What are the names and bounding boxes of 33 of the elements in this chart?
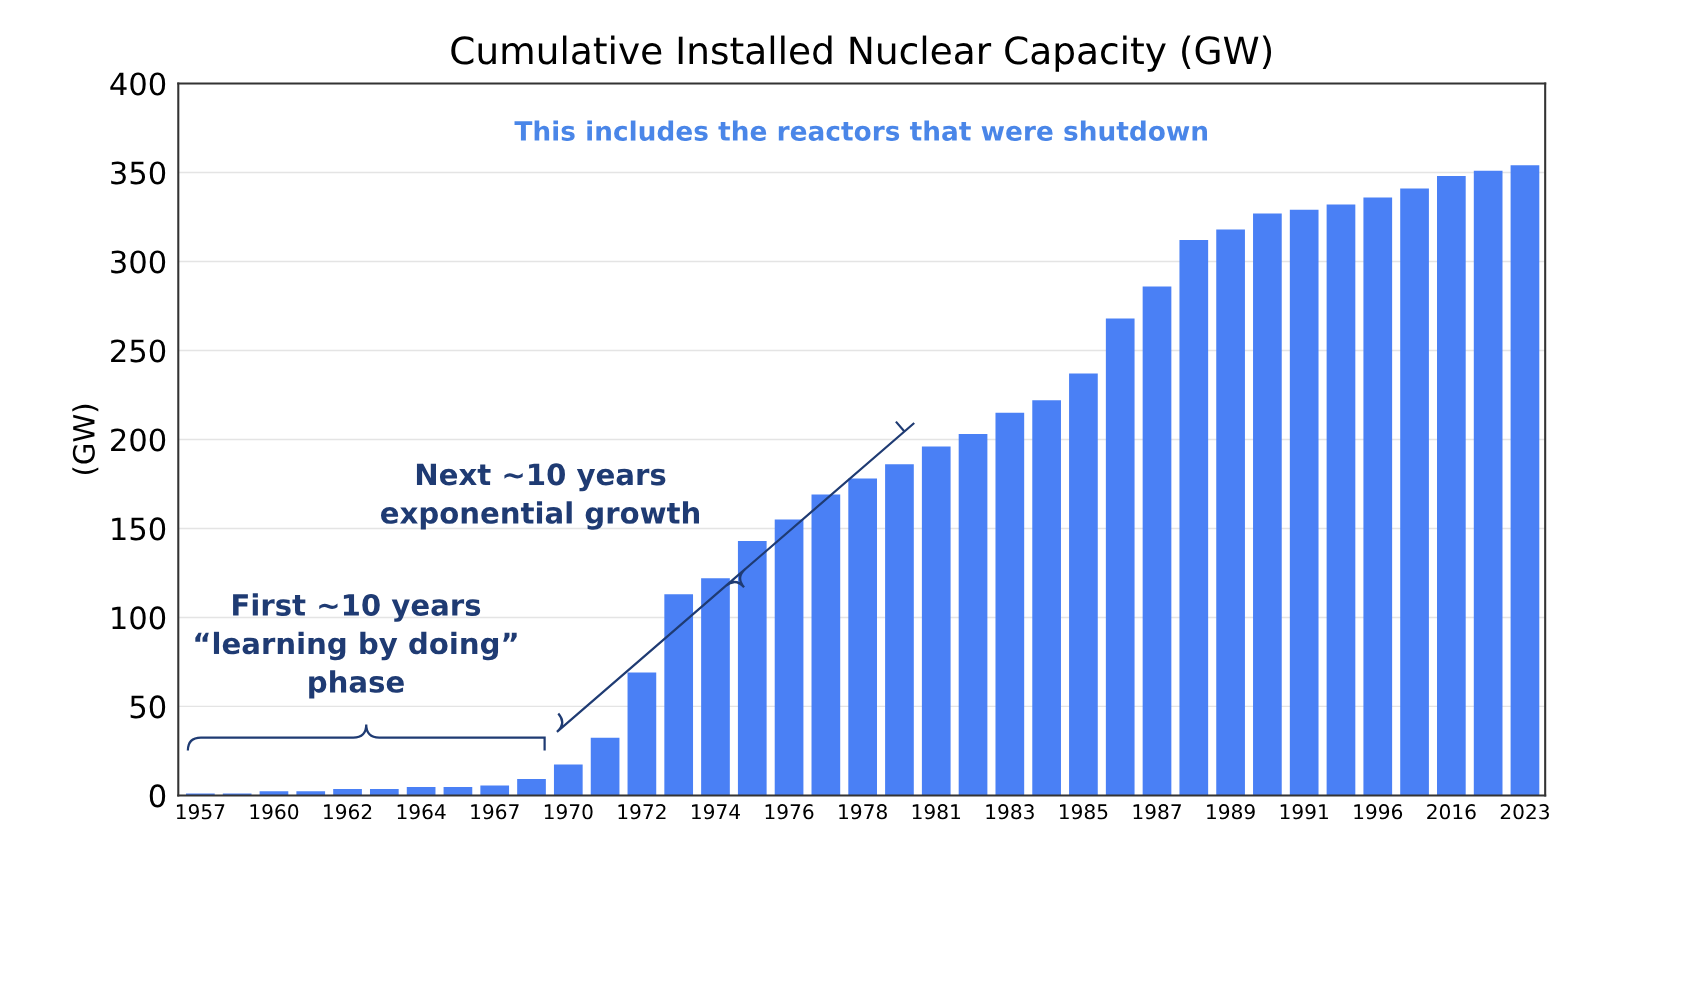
y-axis-title: (GW): [72, 404, 99, 475]
x-tick-label: 2016: [1427, 804, 1476, 820]
y-tick-label: 350: [111, 161, 166, 185]
y-tick-label: 300: [111, 250, 166, 274]
y-tick-label: 250: [111, 339, 166, 363]
x-tick-label: 1985: [1060, 804, 1108, 820]
annotation: This includes the reactors that were shutdown: [514, 120, 1208, 141]
x-tick-label: 1972: [618, 804, 666, 820]
chart-title: Cumulative Installed Nuclear Capacity (GW): [451, 35, 1272, 72]
x-tick-label: 1981: [912, 804, 961, 820]
x-tick-label: 1957: [176, 804, 225, 820]
annotation: First ~10 years “learning by doing” phase: [195, 593, 517, 699]
x-tick-label: 1970: [544, 804, 593, 820]
x-tick-label: 1978: [839, 804, 887, 820]
x-tick-label: 1996: [1354, 804, 1403, 820]
y-tick-label: 150: [112, 517, 166, 541]
x-tick-label: 1991: [1280, 804, 1328, 820]
y-tick-label: 200: [111, 428, 166, 452]
x-tick-label: 1976: [765, 804, 814, 820]
annotation: Next ~10 years exponential growth: [381, 463, 700, 530]
x-tick-label: 1983: [986, 804, 1034, 820]
y-tick-label: 100: [112, 606, 166, 630]
x-tick-label: 1962: [324, 804, 372, 820]
x-tick-label: 1987: [1133, 804, 1181, 820]
x-tick-label: 1967: [471, 804, 519, 820]
y-tick-label: 400: [110, 72, 166, 96]
x-tick-label: 2023: [1500, 804, 1549, 820]
y-tick-label: 0: [149, 784, 166, 808]
x-tick-label: 1964: [397, 804, 446, 820]
y-tick-label: 50: [130, 695, 166, 719]
x-tick-label: 1960: [250, 804, 299, 820]
x-tick-label: 1989: [1207, 804, 1255, 820]
x-tick-label: 1974: [692, 804, 740, 820]
